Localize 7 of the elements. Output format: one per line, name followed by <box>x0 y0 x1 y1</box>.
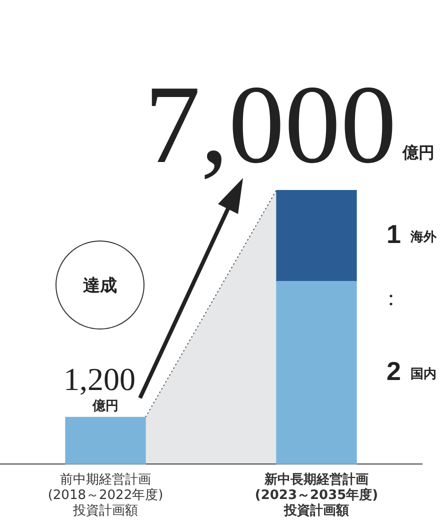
x-tick-label: 新中長期経営計画 (2023～2035年度) 投資計画額 <box>254 471 378 519</box>
text: 国内 <box>410 367 436 382</box>
annotation: 1 <box>386 218 401 249</box>
x-tick-label: 前中期経営計画 (2018～2022年度) 投資計画額 <box>48 472 164 519</box>
annotation: 1,200億円 <box>64 361 136 414</box>
text: 海外 <box>410 230 438 246</box>
annotation: 2 <box>386 356 401 386</box>
